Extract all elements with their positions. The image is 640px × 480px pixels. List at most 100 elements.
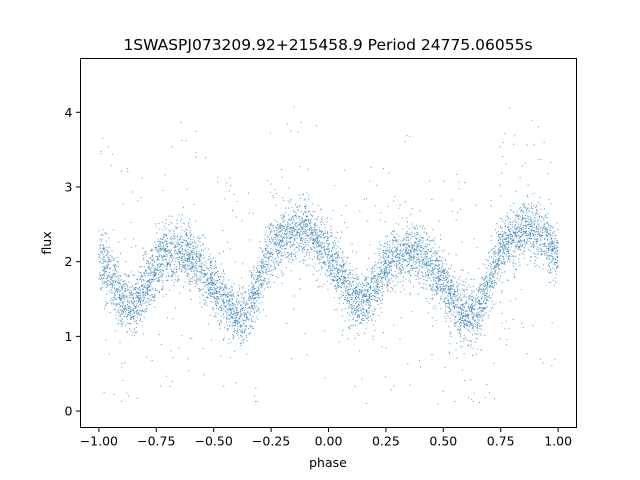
data-point — [216, 298, 218, 300]
data-point — [532, 242, 534, 244]
data-point — [352, 276, 354, 278]
data-point — [445, 302, 447, 304]
data-point — [185, 229, 187, 230]
data-point — [415, 242, 417, 244]
data-point — [129, 293, 131, 294]
data-point — [320, 208, 322, 210]
data-point — [445, 259, 447, 261]
data-point — [346, 300, 348, 302]
data-point — [317, 204, 319, 206]
data-point — [122, 287, 124, 288]
data-point — [160, 248, 162, 250]
data-point — [487, 279, 489, 281]
data-point — [454, 316, 456, 318]
data-point — [272, 196, 274, 198]
data-point — [385, 253, 387, 255]
data-point — [473, 279, 475, 280]
data-point — [195, 156, 197, 158]
data-point — [417, 259, 419, 261]
data-point — [238, 301, 240, 303]
data-point — [490, 266, 492, 267]
data-point — [500, 244, 502, 246]
data-point — [106, 233, 108, 235]
data-point — [440, 289, 442, 291]
data-point — [330, 231, 332, 233]
data-point — [131, 303, 133, 305]
data-point — [536, 226, 537, 228]
data-point — [423, 257, 425, 259]
data-point — [442, 290, 444, 292]
data-point — [327, 288, 329, 290]
data-point — [476, 315, 478, 317]
data-point — [418, 248, 420, 250]
data-point — [262, 250, 264, 252]
data-point — [210, 282, 212, 284]
data-point — [162, 287, 164, 289]
data-point — [243, 320, 245, 321]
data-point — [492, 280, 493, 282]
data-point — [365, 278, 367, 279]
data-point — [325, 253, 326, 255]
data-point — [487, 276, 489, 278]
data-point — [301, 233, 303, 235]
data-point — [199, 266, 201, 267]
data-point — [290, 244, 292, 246]
data-point — [219, 323, 221, 325]
data-point — [470, 293, 472, 295]
data-point — [279, 227, 281, 229]
data-point — [420, 237, 422, 238]
data-point — [499, 251, 501, 253]
data-point — [503, 231, 505, 233]
data-point — [192, 256, 194, 258]
data-point — [524, 203, 526, 205]
data-point — [479, 328, 481, 330]
data-point — [277, 231, 279, 233]
data-point — [302, 222, 304, 224]
data-point — [351, 312, 352, 313]
data-point — [234, 320, 236, 322]
data-point — [442, 270, 443, 272]
data-point — [493, 362, 495, 364]
data-point — [294, 239, 296, 241]
data-point — [325, 254, 327, 256]
data-point — [474, 323, 476, 325]
data-point — [554, 251, 556, 253]
data-point — [491, 264, 492, 265]
data-point — [540, 226, 542, 228]
data-point — [331, 276, 333, 277]
data-point — [324, 242, 325, 244]
data-point — [117, 323, 119, 325]
data-point — [107, 146, 109, 148]
data-point — [124, 315, 126, 317]
data-point — [340, 248, 342, 250]
data-point — [288, 233, 290, 235]
data-point — [237, 334, 239, 336]
data-point — [306, 354, 308, 356]
data-point — [254, 321, 256, 323]
data-point — [416, 257, 418, 258]
data-point — [430, 248, 432, 250]
data-point — [493, 260, 494, 262]
data-point — [366, 269, 368, 270]
data-point — [229, 325, 230, 327]
data-point — [162, 237, 164, 238]
data-point — [128, 274, 130, 276]
data-point — [385, 262, 387, 264]
data-point — [316, 280, 318, 281]
data-point — [384, 278, 386, 280]
data-point — [282, 240, 284, 242]
data-point — [150, 272, 152, 274]
data-point — [106, 293, 107, 295]
data-point — [270, 240, 272, 242]
data-point — [295, 214, 297, 216]
data-point — [523, 211, 525, 213]
data-point — [193, 204, 195, 205]
data-point — [196, 256, 198, 258]
data-point — [328, 251, 330, 253]
data-point — [122, 306, 124, 308]
data-point — [383, 254, 384, 256]
data-point — [295, 257, 297, 259]
data-point — [212, 293, 214, 295]
data-point — [314, 256, 315, 258]
data-point — [351, 293, 353, 295]
